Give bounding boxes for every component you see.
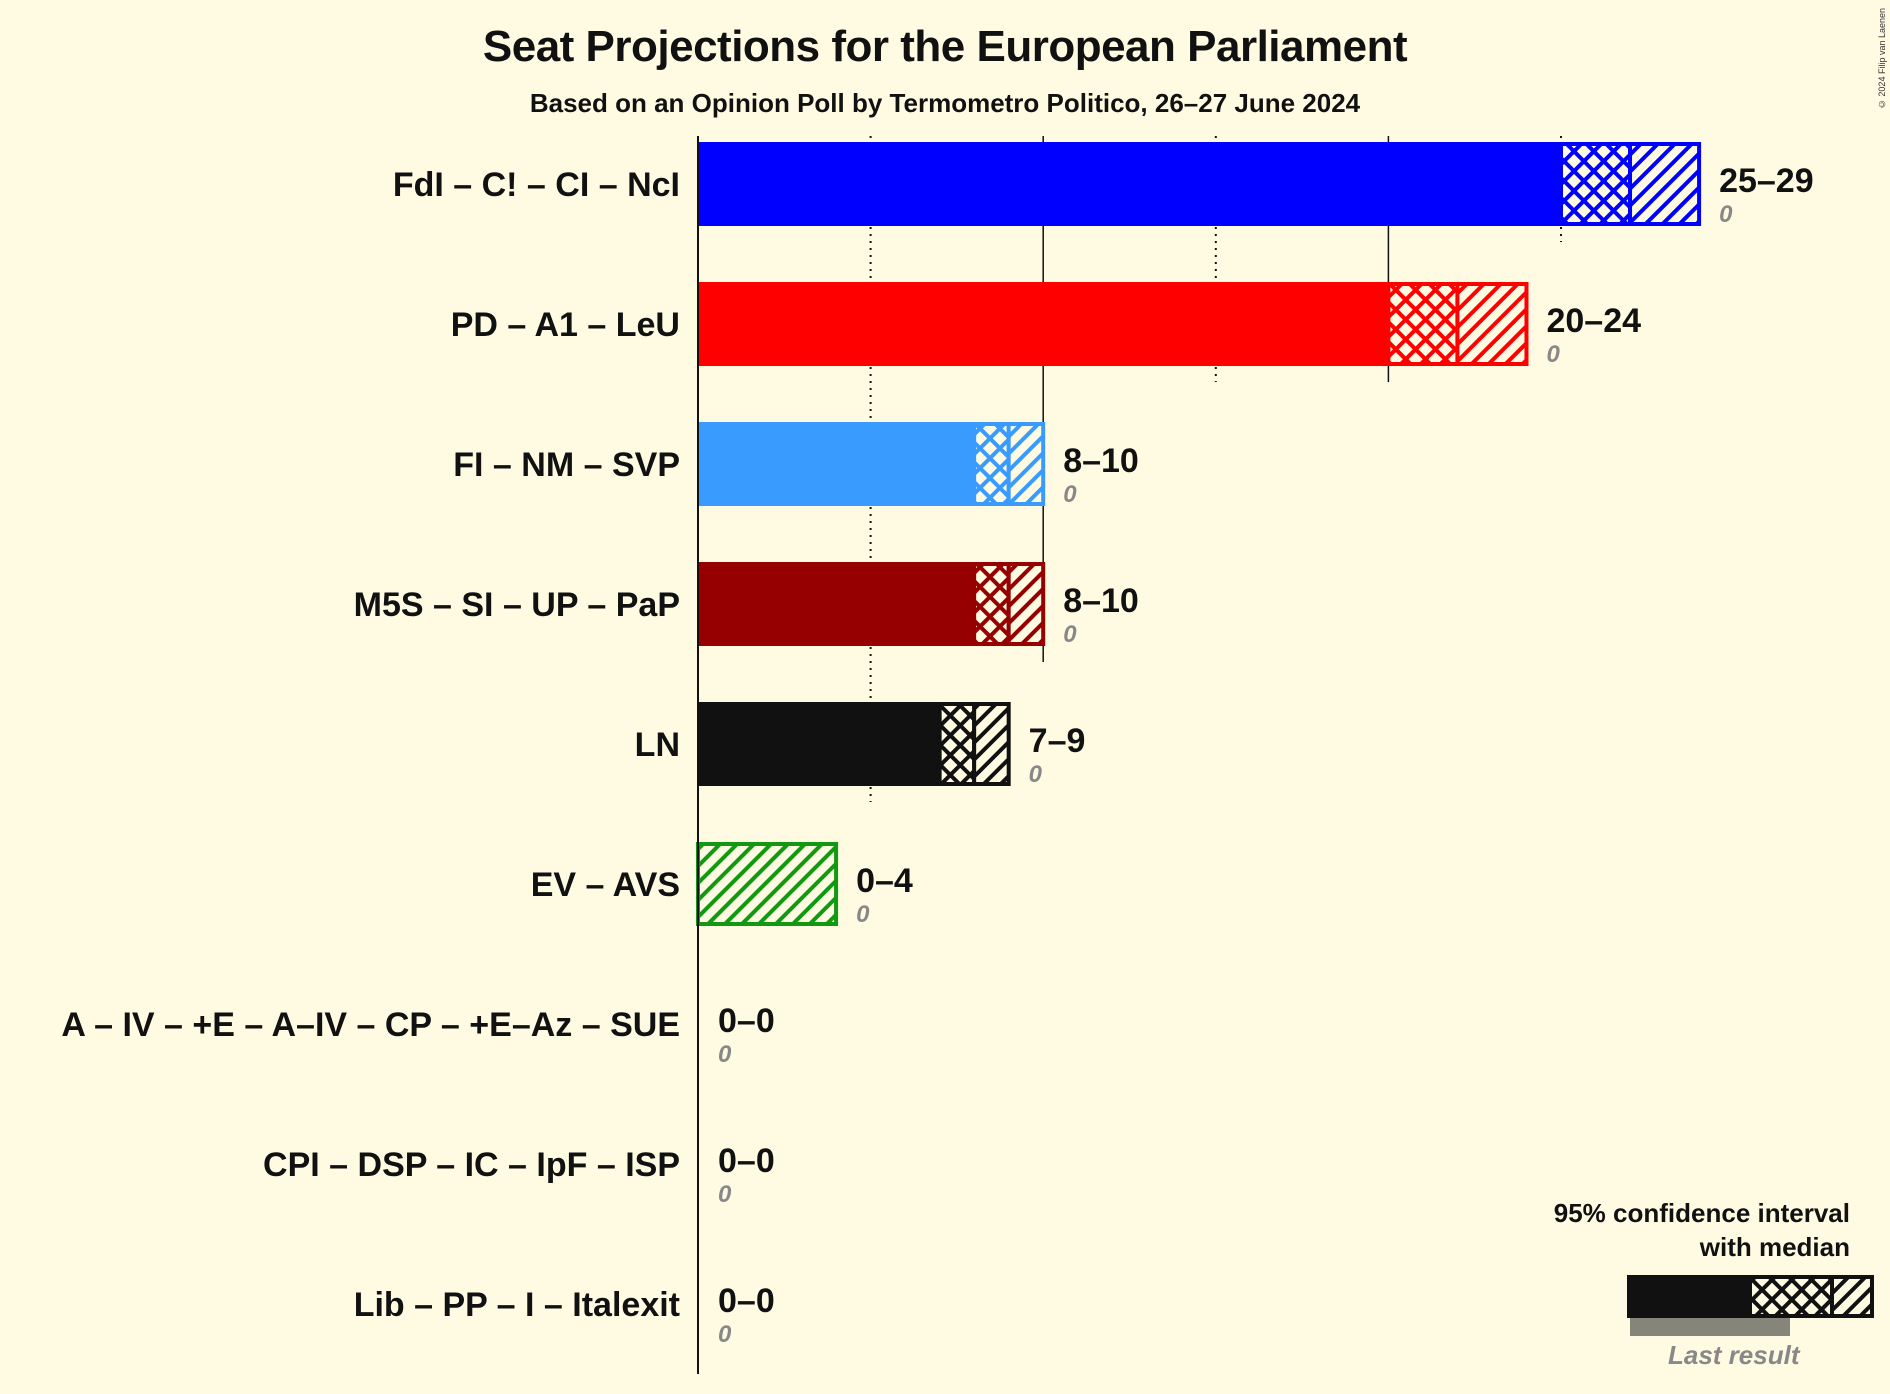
party-label: FdI – C! – CI – NcI [393,166,680,204]
last-result-label: 0 [1546,341,1560,368]
ci-crosshatch-bar [972,562,1011,646]
party-row: PD – A1 – LeU 20–240 [451,282,1641,368]
range-label: 0–4 [856,862,913,900]
party-label: A – IV – +E – A–IV – CP – +E–Az – SUE [61,1006,680,1044]
chart-title: Seat Projections for the European Parlia… [482,22,1408,71]
ci-hatched-bar [696,842,839,926]
chart-subtitle: Based on an Opinion Poll by Termometro P… [529,88,1361,118]
party-row: Lib – PP – I – Italexit 0–00 [354,1282,775,1348]
last-result-label: 0 [718,1321,732,1348]
party-row: M5S – SI – UP – PaP 8–100 [354,562,1139,648]
last-result-label: 0 [718,1181,732,1208]
ci-solid-bar [698,282,1389,366]
legend-solid [1627,1275,1750,1318]
ci-crosshatch-bar [1559,142,1633,226]
legend-hatched [1830,1275,1874,1318]
last-result-label: 0 [1063,481,1077,508]
legend-swatch [1627,1275,1874,1336]
last-result-label: 0 [856,901,870,928]
ci-solid-bar [698,562,975,646]
range-label: 25–29 [1719,162,1814,200]
party-label: LN [635,726,680,764]
last-result-label: 0 [1719,201,1733,228]
range-label: 0–0 [718,1002,775,1040]
party-row: LN 7–90 [635,702,1086,788]
ci-solid-bar [698,422,975,506]
legend-title: 95% confidence interval with median [1553,1198,1850,1262]
ci-hatched-bar [1455,282,1529,366]
party-row: FI – NM – SVP 8–100 [453,422,1139,508]
legend-last-result-label: Last result [1668,1340,1800,1370]
last-result-label: 0 [1063,621,1077,648]
party-label: EV – AVS [531,866,680,904]
ci-hatched-bar [972,702,1011,786]
range-label: 7–9 [1029,722,1086,760]
party-label: Lib – PP – I – Italexit [354,1286,680,1324]
ci-crosshatch-bar [937,702,977,786]
ci-solid-bar [698,142,1561,226]
ci-crosshatch-bar [1386,282,1460,366]
party-row: FdI – C! – CI – NcI 25–290 [393,142,1814,228]
ci-crosshatch-bar [972,422,1011,506]
party-row: CPI – DSP – IC – IpF – ISP 0–00 [263,1142,775,1208]
last-result-label: 0 [718,1041,732,1068]
legend-crosshatch [1748,1275,1834,1318]
range-label: 0–0 [718,1142,775,1180]
party-label: M5S – SI – UP – PaP [354,586,680,624]
range-label: 0–0 [718,1282,775,1320]
ci-hatched-bar [1006,562,1046,646]
ci-hatched-bar [1628,142,1702,226]
legend-last-result-bar [1630,1316,1790,1336]
last-result-label: 0 [1029,761,1043,788]
party-label: CPI – DSP – IC – IpF – ISP [263,1146,680,1184]
range-label: 20–24 [1546,302,1641,340]
ci-hatched-bar [1006,422,1046,506]
party-label: PD – A1 – LeU [451,306,680,344]
party-row: A – IV – +E – A–IV – CP – +E–Az – SUE 0–0… [61,1002,774,1068]
party-row: EV – AVS 0–40 [531,842,913,928]
party-label: FI – NM – SVP [453,446,680,484]
range-label: 8–10 [1063,442,1139,480]
ci-solid-bar [698,702,940,786]
range-label: 8–10 [1063,582,1139,620]
